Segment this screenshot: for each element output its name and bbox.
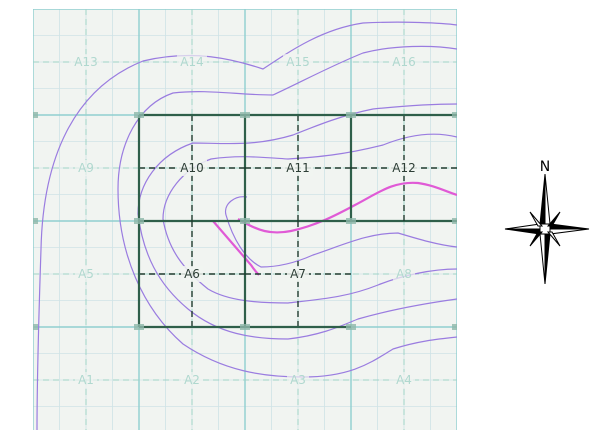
cell-label-background xyxy=(177,160,207,176)
diag-needle-se xyxy=(546,231,561,247)
cell-label-a8: A8 xyxy=(396,267,412,281)
east-needle-bottom xyxy=(549,228,590,235)
grid-intersection-marker xyxy=(134,218,144,224)
cell-label-a15: A15 xyxy=(286,55,309,69)
diag-needle-nw xyxy=(529,211,544,227)
stream-branch xyxy=(212,220,260,276)
cell-label-background xyxy=(287,266,309,282)
grid-intersection-marker xyxy=(452,112,457,118)
north-needle-left xyxy=(539,173,546,225)
grid-intersection-marker xyxy=(240,218,250,224)
cell-label-background xyxy=(181,372,203,388)
grid-markers xyxy=(33,112,457,330)
cell-label-a14: A14 xyxy=(180,55,203,69)
cell-label-background xyxy=(75,372,97,388)
cell-label-a16: A16 xyxy=(392,55,415,69)
cell-label-a7: A7 xyxy=(290,267,306,281)
cell-label-a13: A13 xyxy=(74,55,97,69)
west-needle-top xyxy=(504,223,541,230)
cell-label-a1: A1 xyxy=(78,373,94,387)
cell-label-background xyxy=(389,54,419,70)
contour-line-outer xyxy=(36,21,457,430)
cell-label-background xyxy=(181,266,203,282)
contour-line-2 xyxy=(162,133,457,304)
grid-intersection-marker xyxy=(33,112,38,118)
grid-intersection-marker xyxy=(134,324,144,330)
north-needle-right xyxy=(544,173,551,225)
cell-label-background xyxy=(393,372,415,388)
grid-intersection-marker xyxy=(346,112,356,118)
cell-label-background xyxy=(71,54,101,70)
cell-label-background xyxy=(177,54,207,70)
cell-label-background xyxy=(389,160,419,176)
grid-intersection-marker xyxy=(452,324,457,330)
grid-intersection-marker xyxy=(240,112,250,118)
cell-label-background xyxy=(287,372,309,388)
north-label: N xyxy=(540,159,550,175)
south-needle-left xyxy=(539,233,546,285)
grid-map: A1 A2 A3 A4 A5 A6 A7 A8 A9 A10 A11 A12 A13 A14 A15 A16 xyxy=(33,9,457,430)
cell-label-a3: A3 xyxy=(290,373,306,387)
cell-label-a12: A12 xyxy=(392,161,415,175)
cell-label-a6: A6 xyxy=(184,267,200,281)
cell-label-a4: A4 xyxy=(396,373,412,387)
cell-label-a2: A2 xyxy=(184,373,200,387)
north-arrow: N xyxy=(500,154,592,294)
cell-label-background xyxy=(283,54,313,70)
cell-label-a11: A11 xyxy=(286,161,309,175)
grid-intersection-marker xyxy=(452,218,457,224)
grid-intersection-marker xyxy=(346,324,356,330)
grid-intersection-marker xyxy=(134,112,144,118)
compass-needles xyxy=(504,173,590,285)
cell-label-background xyxy=(283,160,313,176)
south-needle-right xyxy=(544,233,551,285)
cell-label-a5: A5 xyxy=(78,267,94,281)
cell-label-background xyxy=(75,266,97,282)
grid-intersection-marker xyxy=(240,324,250,330)
diag-needle-ne xyxy=(546,211,561,227)
grid-intersection-marker xyxy=(346,218,356,224)
compass-rose-icon: N xyxy=(504,159,590,285)
west-needle-bottom xyxy=(504,228,541,235)
cell-label-background xyxy=(75,160,97,176)
grid-intersection-marker xyxy=(33,324,38,330)
east-needle-top xyxy=(549,223,590,230)
contour-line-inner xyxy=(224,196,457,268)
cell-label-background xyxy=(393,266,415,282)
cell-label-a9: A9 xyxy=(78,161,94,175)
diag-needle-sw xyxy=(529,231,544,247)
grid-intersection-marker xyxy=(33,218,38,224)
map-canvas: A1 A2 A3 A4 A5 A6 A7 A8 A9 A10 A11 A12 A13 A14 A15 A16 xyxy=(33,9,457,430)
cell-label-a10: A10 xyxy=(180,161,203,175)
cell-labels: A1 A2 A3 A4 A5 A6 A7 A8 A9 A10 A11 A12 A13 A14 A15 A16 xyxy=(71,54,419,388)
stream-line xyxy=(237,181,457,234)
contour-line-4 xyxy=(117,45,457,378)
